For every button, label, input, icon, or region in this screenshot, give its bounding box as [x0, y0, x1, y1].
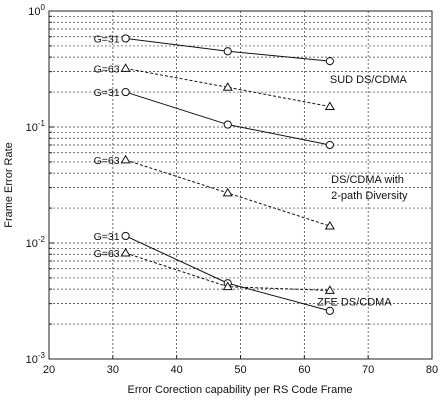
group-annotation: 2-path Diversity	[331, 190, 408, 202]
x-tick-label: 60	[298, 364, 310, 376]
series-g-label: G=63	[94, 248, 120, 260]
circle-marker	[325, 306, 334, 315]
series-g-label: G=31	[94, 87, 120, 99]
x-tick-label: 80	[426, 364, 438, 376]
circle-marker	[121, 231, 130, 241]
triangle-marker	[120, 247, 131, 257]
series-labels: G=31 G=63 G=31 G=63 G=31 G=63 SUD DS/CDMA DS/CD…	[94, 33, 408, 308]
y-axis-label: Frame Error Rate	[3, 142, 15, 228]
grid-lines	[49, 11, 432, 359]
circle-marker	[325, 140, 334, 150]
x-tick-label: 20	[43, 364, 55, 376]
series-g-label: G=63	[94, 155, 120, 167]
triangle-marker	[222, 187, 233, 197]
series-g-label: G=31	[94, 231, 120, 243]
triangle-marker	[120, 154, 131, 164]
x-tick-label: 50	[234, 364, 246, 376]
x-tick-label: 30	[107, 364, 119, 376]
triangle-marker	[222, 281, 233, 291]
triangle-marker	[222, 82, 233, 91]
series-g-label: G=31	[94, 33, 120, 45]
circle-marker	[121, 87, 130, 97]
circle-marker	[325, 56, 334, 66]
group-annotation: SUD DS/CDMA	[330, 74, 408, 86]
circle-marker	[121, 34, 130, 43]
triangle-marker	[324, 220, 335, 230]
group-annotation: DS/CDMA with	[331, 174, 404, 186]
data-series	[120, 34, 335, 315]
triangle-marker	[120, 63, 131, 72]
x-axis-label: Error Corection capability per RS Code F…	[128, 384, 353, 396]
circle-marker	[223, 47, 232, 56]
group-annotation: ZFE DS/CDMA	[317, 296, 392, 308]
x-tick-label: 70	[362, 364, 374, 376]
triangle-marker	[324, 101, 335, 111]
circle-marker	[223, 120, 232, 129]
series-g-label: G=63	[94, 63, 120, 75]
x-tick-label: 40	[171, 364, 183, 376]
triangle-marker	[324, 285, 335, 294]
